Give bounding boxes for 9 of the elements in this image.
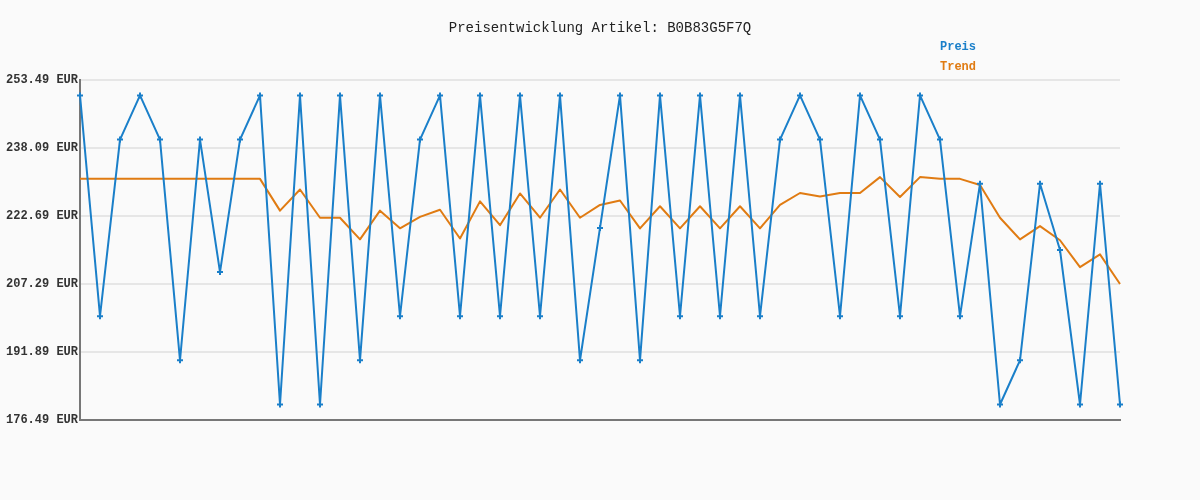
chart-title: Preisentwicklung Artikel: B0B83G5F7Q: [448, 19, 752, 36]
y-tick-label: 207.29 EUR: [5, 277, 79, 292]
y-tick-label: 238.09 EUR: [5, 141, 79, 156]
y-tick-label: 253.49 EUR: [5, 73, 79, 88]
y-tick-label: 176.49 EUR: [5, 413, 79, 428]
y-tick-label: 191.89 EUR: [5, 345, 79, 360]
text: Trend: [940, 60, 977, 75]
text: Preis: [940, 40, 977, 55]
y-tick-label: 222.69 EUR: [5, 209, 79, 224]
